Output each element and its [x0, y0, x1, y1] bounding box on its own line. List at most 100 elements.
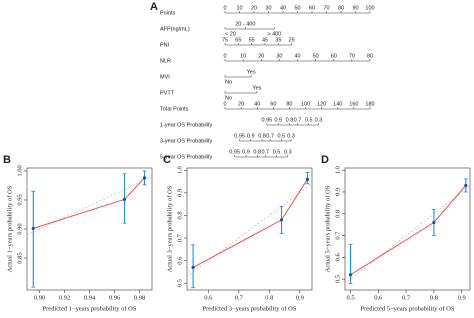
tick-label: 0.5 [278, 133, 286, 139]
tick-label: 60 [331, 53, 337, 59]
tick-label: 70 [349, 53, 355, 59]
tick-label: 0.3 [284, 149, 292, 155]
tick-label: 100 [301, 101, 310, 107]
calibration-line [350, 185, 467, 276]
calibration-point [432, 220, 436, 225]
y-axis-title: Actual 3−years probability of OS [166, 185, 173, 272]
row-label: 3-year OS Probability [160, 138, 213, 144]
row-label: PNI [160, 42, 170, 48]
x-tick-label: 0.92 [59, 294, 70, 301]
row-label: PVTT [160, 90, 175, 96]
calibration-point [191, 265, 195, 270]
tick-label: 20 - 400 [235, 21, 255, 27]
panel-letter: D [321, 154, 329, 166]
tick-label: 35 [275, 37, 281, 43]
tick-label: 140 [333, 101, 342, 107]
calibration-point [279, 218, 284, 222]
tick-label: 40 [254, 101, 260, 107]
tick-label: 0.9 [247, 133, 255, 139]
x-axis-title: Predicted 1−years probability of OS [43, 305, 137, 312]
ideal-line [26, 176, 153, 236]
panel-letter: A [150, 1, 158, 13]
y-tick-label: 0.9 [334, 188, 341, 196]
y-tick-label: 0.8 [176, 211, 183, 219]
x-tick-label: 0.7 [402, 294, 411, 301]
calibration-point [305, 177, 310, 181]
tick-label: 20 [251, 5, 257, 11]
row-label: 1-year OS Probability [160, 122, 213, 128]
x-tick-label: 0.9 [458, 294, 466, 301]
x-tick-label: 0.8 [265, 294, 273, 301]
tick-label: No [225, 95, 232, 101]
y-tick-label: 0.8 [334, 210, 341, 218]
plot-frame [26, 167, 153, 291]
x-tick-label: 0.94 [84, 294, 96, 301]
tick-label: 0.7 [294, 117, 302, 123]
tick-label: 50 [313, 53, 319, 59]
tick-label: 70 [323, 5, 329, 11]
tick-label: 30 [276, 53, 282, 59]
tick-label: 0.5 [273, 149, 281, 155]
tick-label: 25 [289, 37, 295, 43]
x-tick-label: 0.7 [235, 294, 244, 301]
row-label: AFP(ng/mL) [160, 26, 190, 32]
tick-label: 20 [238, 101, 244, 107]
y-axis-title: Actual 1−years probability of OS [6, 185, 13, 272]
calibration-point [31, 226, 35, 231]
x-tick-label: 0.98 [134, 294, 145, 301]
tick-label: 0.9 [274, 117, 282, 123]
tick-label: 80 [286, 101, 292, 107]
x-axis-title: Predicted 3−years probability of OS [203, 305, 297, 312]
calibration-panel: C 0.6 0.7 0.8 0.9 0.5 0.6 0.7 0.8 0.9 1.0 Predicted… [163, 154, 313, 312]
tick-label: No [225, 79, 232, 85]
calibration-point [122, 197, 127, 201]
tick-label: 80 [367, 53, 373, 59]
x-tick-label: 0.9 [296, 294, 304, 301]
ideal-line [186, 183, 313, 277]
row-label: MVI [160, 74, 170, 80]
row-label: Total Points [160, 106, 189, 112]
tick-label: 45 [262, 37, 268, 43]
calibration-point [348, 273, 353, 277]
tick-label: 180 [365, 101, 374, 107]
x-tick-label: 0.8 [430, 294, 438, 301]
tick-label: 0.3 [315, 117, 323, 123]
tick-label: Yes [247, 69, 256, 75]
tick-label: > 400 [267, 31, 281, 37]
plot-frame [344, 167, 471, 291]
y-tick-label: 1.0 [176, 166, 183, 174]
tick-label: 0.8 [253, 149, 261, 155]
plot-frame [186, 167, 313, 291]
tick-label: 160 [349, 101, 358, 107]
y-tick-label: 0.7 [176, 233, 183, 242]
row-label: NLR [160, 58, 171, 64]
panel-letter: B [3, 154, 11, 166]
x-axis-title: Predicted 5−years probability of OS [361, 305, 455, 312]
tick-label: 0 [223, 5, 226, 11]
tick-label: 90 [352, 5, 358, 11]
tick-label: 0.9 [242, 149, 250, 155]
tick-label: 0 [223, 53, 226, 59]
y-tick-label: 0.6 [176, 256, 183, 265]
tick-label: 0.95 [234, 133, 245, 139]
tick-label: 0.5 [305, 117, 313, 123]
ideal-line [344, 185, 471, 284]
tick-label: 75 [222, 37, 228, 43]
tick-label: 10 [236, 5, 242, 11]
x-tick-label: 0.90 [34, 294, 45, 301]
tick-label: 0.8 [258, 133, 266, 139]
tick-label: 20 [258, 53, 264, 59]
y-axis-title: Actual 5−years probability of OS [324, 185, 331, 272]
x-tick-label: 0.6 [204, 294, 213, 301]
y-tick-label: 0.5 [176, 279, 183, 287]
tick-label: 60 [270, 101, 276, 107]
tick-label: 30 [265, 5, 271, 11]
y-tick-label: 0.6 [334, 253, 341, 262]
tick-label: 100 [365, 5, 374, 11]
calibration-panel: B 0.90 0.92 0.94 0.96 0.98 0.85 0.90 0.95 1.00 Pre… [3, 154, 153, 312]
tick-label: 80 [338, 5, 344, 11]
tick-label: 0 [223, 101, 226, 107]
x-tick-label: 0.5 [346, 294, 354, 301]
